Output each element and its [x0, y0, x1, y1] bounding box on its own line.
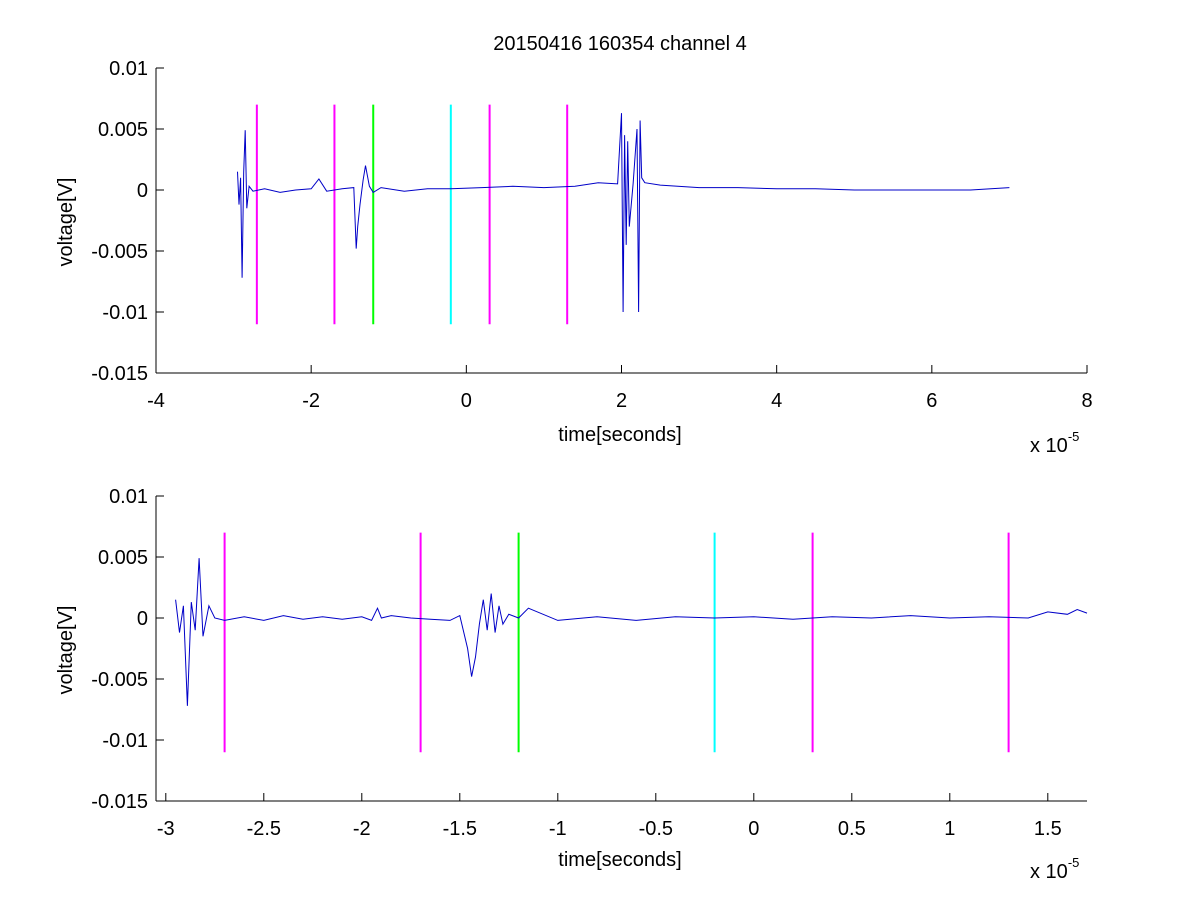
subplot-top: -4 -2 0 2 4 6 8 0.01 0.005 0 -0.005 -0.01 -0.015 tim…: [55, 58, 1093, 457]
signal-series-top: [237, 113, 1010, 313]
series-line-0: [175, 558, 1088, 706]
tick-marks-bottom: -3 -2.5 -2 -1.5 -1 -0.5 0 0.5 1 1.5 0.01 0.005 0 -0.0…: [91, 486, 1061, 840]
y-tick-label: 0.005: [98, 119, 148, 141]
x-tick-label: 0: [461, 390, 472, 412]
tick-marks-top: -4 -2 0 2 4 6 8 0.01 0.005 0 -0.005 -0.01 -0.015: [91, 58, 1092, 412]
y-tick-label: 0.01: [109, 58, 148, 80]
y-axis-label-bottom: voltage[V]: [55, 606, 77, 695]
x-tick-label: -2: [353, 818, 371, 840]
x-tick-label: 0.5: [838, 818, 866, 840]
x-scale-factor-top: x 10-5: [1030, 429, 1079, 457]
y-tick-label: -0.005: [91, 669, 148, 691]
x-tick-label: -4: [147, 390, 165, 412]
x-tick-label: 2: [616, 390, 627, 412]
marker-lines-bottom: [223, 532, 1010, 753]
y-tick-label: 0: [137, 608, 148, 630]
x-tick-label: -2.5: [247, 818, 281, 840]
x-tick-label: -3: [157, 818, 175, 840]
subplot-bottom: -3 -2.5 -2 -1.5 -1 -0.5 0 0.5 1 1.5 0.01 0.005 0 -0.0…: [55, 486, 1088, 883]
chart-title: 20150416 160354 channel 4: [493, 33, 747, 55]
y-axis-label-top: voltage[V]: [55, 178, 77, 267]
y-tick-label: -0.01: [102, 730, 148, 752]
x-tick-label: 4: [771, 390, 782, 412]
x-tick-label: 1.5: [1034, 818, 1062, 840]
x-tick-label: 6: [926, 390, 937, 412]
y-tick-label: 0.01: [109, 486, 148, 508]
x-tick-label: 0: [748, 818, 759, 840]
x-tick-label: -2: [302, 390, 320, 412]
y-tick-label: -0.015: [91, 791, 148, 813]
y-tick-label: -0.005: [91, 241, 148, 263]
x-tick-label: -1: [549, 818, 567, 840]
y-tick-label: 0: [137, 180, 148, 202]
series-line-0: [237, 113, 1010, 313]
y-tick-label: -0.01: [102, 302, 148, 324]
axes-frame-bottom: [155, 496, 1087, 802]
y-tick-label: -0.015: [91, 363, 148, 385]
x-tick-label: 8: [1081, 390, 1092, 412]
x-axis-label-top: time[seconds]: [558, 424, 681, 446]
x-axis-label-bottom: time[seconds]: [558, 849, 681, 871]
x-scale-factor-bottom: x 10-5: [1030, 855, 1079, 883]
y-tick-label: 0.005: [98, 547, 148, 569]
x-tick-label: 1: [944, 818, 955, 840]
x-tick-label: -1.5: [443, 818, 477, 840]
signal-series-bottom: [175, 558, 1088, 706]
x-tick-label: -0.5: [639, 818, 673, 840]
marker-lines-top: [255, 104, 569, 325]
